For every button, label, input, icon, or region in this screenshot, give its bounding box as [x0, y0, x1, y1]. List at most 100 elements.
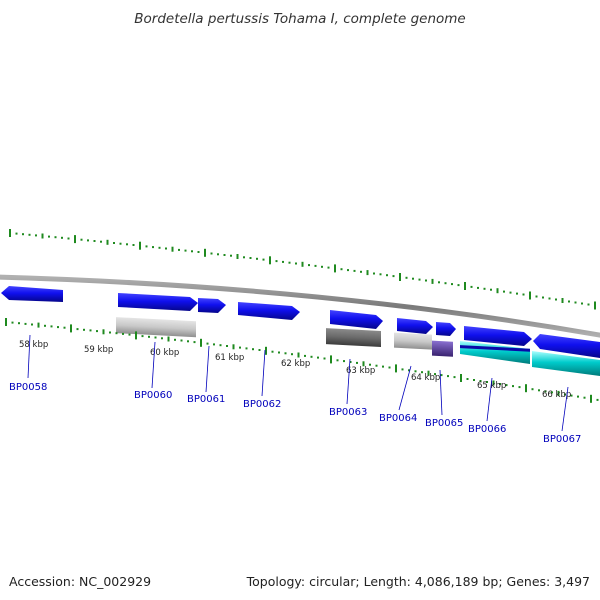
map-title: Bordetella pertussis Tohama I, complete …: [134, 11, 465, 27]
inner-tick-dot: [401, 368, 404, 371]
outer-tick-dot: [80, 238, 83, 241]
inner-tick-minor-tick: [362, 361, 365, 367]
outer-tick-dot: [483, 287, 486, 290]
rna-feature-bp0063[interactable]: [326, 328, 381, 347]
inner-tick-dot: [577, 395, 579, 398]
outer-tick-dot: [542, 296, 544, 299]
outer-tick-major-tick: [204, 248, 206, 257]
outer-tick-dot: [451, 283, 453, 286]
scale-label-59: 59 kbp: [84, 345, 113, 355]
outer-tick-dot: [243, 256, 245, 259]
inner-tick-dot: [128, 333, 131, 336]
gene-label-bp0062[interactable]: BP0062: [243, 399, 281, 410]
gene-label-bp0063[interactable]: BP0063: [329, 407, 367, 418]
inner-tick-dot: [219, 344, 222, 347]
gene-label-bp0065[interactable]: BP0065: [425, 418, 463, 429]
rna-feature-bp0065[interactable]: [432, 340, 453, 357]
gene-label-bp0058[interactable]: BP0058: [9, 382, 47, 393]
inner-tick-dot: [154, 336, 157, 339]
outer-tick-ring: [9, 229, 596, 310]
gene-arrow-bp0063[interactable]: [330, 310, 383, 329]
outer-tick-dot: [67, 237, 70, 240]
outer-tick-dot: [386, 274, 388, 277]
gene-arrow-bp0061[interactable]: [238, 302, 300, 320]
rna-feature-bp0059[interactable]: [116, 317, 196, 338]
outer-tick-dot: [379, 273, 382, 276]
inner-tick-dot: [453, 376, 456, 379]
inner-tick-dot: [50, 325, 53, 328]
inner-tick-major-tick: [460, 374, 462, 382]
inner-tick-major-tick: [70, 324, 72, 333]
gene-arrow-bp0066[interactable]: [464, 326, 532, 346]
outer-tick-dot: [54, 236, 57, 239]
outer-tick-dot: [522, 293, 525, 296]
outer-tick-dot: [275, 260, 278, 263]
inner-tick-dot: [583, 396, 586, 399]
scale-label-58: 58 kbp: [19, 340, 48, 350]
gene-arrow-bp0064[interactable]: [397, 318, 433, 334]
inner-tick-dot: [349, 361, 352, 363]
gene-label-bp0064[interactable]: BP0064: [379, 413, 417, 424]
outer-tick-minor-tick: [496, 288, 499, 294]
inner-tick-dot: [388, 366, 391, 369]
gene-arrow-bp0059[interactable]: [118, 293, 198, 311]
outer-tick-minor-tick: [431, 278, 434, 284]
inner-tick-dot: [310, 355, 313, 358]
outer-tick-major-tick: [529, 291, 531, 300]
inner-tick-dot: [31, 323, 33, 326]
rna-feature-bp0067[interactable]: [532, 351, 600, 376]
inner-tick-minor-tick: [102, 329, 105, 335]
inner-tick-minor-tick: [167, 336, 170, 342]
inner-tick-minor-tick: [492, 380, 495, 386]
gene-label-bp0067[interactable]: BP0067: [543, 434, 581, 445]
gene-arrow-bp0065[interactable]: [436, 322, 456, 336]
inner-tick-dot: [356, 361, 358, 364]
accession-text: Accession: NC_002929: [9, 574, 151, 589]
outer-tick-dot: [568, 300, 570, 303]
inner-tick-dot: [369, 363, 371, 366]
scale-label-61: 61 kbp: [215, 353, 244, 363]
outer-tick-dot: [438, 281, 440, 284]
inner-tick-dot: [570, 394, 573, 397]
outer-tick-dot: [93, 240, 96, 242]
outer-tick-dot: [158, 246, 161, 249]
gene-label-bp0061[interactable]: BP0061: [187, 394, 225, 405]
outer-tick-dot: [230, 254, 232, 257]
outer-tick-dot: [210, 252, 213, 255]
gene-arrow-bp0060[interactable]: [198, 298, 226, 313]
inner-tick-dot: [141, 335, 144, 338]
outer-tick-dot: [295, 262, 297, 265]
outer-tick-dot: [509, 291, 512, 294]
outer-tick-dot: [327, 266, 330, 269]
outer-tick-dot: [48, 235, 50, 238]
gene-label-bp0060[interactable]: BP0060: [134, 390, 172, 401]
inner-tick-dot: [76, 328, 79, 331]
gene-arrow-bp0067[interactable]: [533, 334, 600, 358]
outer-tick-dot: [470, 285, 473, 288]
outer-tick-dot: [457, 284, 460, 287]
scale-label-65: 65 kbp: [477, 381, 506, 391]
rna-feature-bp0064[interactable]: [394, 332, 432, 350]
outer-tick-minor-tick: [301, 261, 304, 267]
inner-tick-dot: [180, 339, 183, 342]
inner-tick-dot: [122, 332, 124, 335]
outer-tick-dot: [87, 239, 89, 242]
outer-tick-dot: [145, 245, 148, 248]
outer-tick-dot: [119, 242, 122, 245]
scale-label-60: 60 kbp: [150, 348, 179, 358]
inner-tick-dot: [531, 388, 534, 391]
gene-arrow-bp0058[interactable]: [1, 286, 63, 302]
inner-tick-dot: [18, 322, 20, 325]
gene-label-bp0066[interactable]: BP0066: [468, 424, 506, 435]
outer-tick-dot: [126, 243, 128, 246]
outer-tick-dot: [548, 297, 551, 300]
outer-tick-dot: [516, 292, 518, 295]
gene-labels: BP0058 BP0060 BP0061 BP0062 BP0063 BP006…: [9, 382, 581, 445]
outer-tick-dot: [35, 234, 37, 237]
inner-tick-dot: [421, 371, 423, 374]
outer-tick-dot: [581, 302, 583, 305]
inner-tick-dot: [382, 365, 384, 368]
inner-tick-minor-tick: [297, 352, 300, 358]
outer-tick-minor-tick: [171, 246, 174, 252]
